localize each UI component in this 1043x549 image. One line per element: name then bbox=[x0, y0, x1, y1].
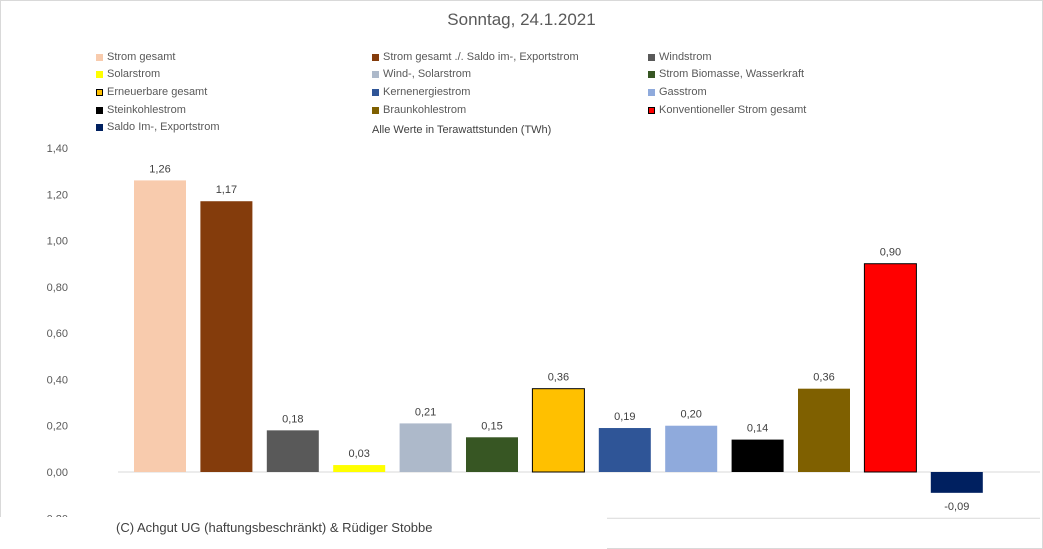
legend-label: Saldo Im-, Exportstrom bbox=[107, 121, 220, 133]
data-label: 0,21 bbox=[415, 406, 436, 418]
legend-label: Braunkohlestrom bbox=[383, 104, 467, 116]
legend-swatch bbox=[648, 106, 655, 114]
bar bbox=[266, 430, 319, 472]
chart-title: Sonntag, 24.1.2021 bbox=[447, 10, 596, 29]
data-label: 0,18 bbox=[282, 413, 303, 425]
data-label: 0,19 bbox=[614, 411, 635, 423]
legend-label: Steinkohlestrom bbox=[107, 104, 186, 116]
data-label: 1,26 bbox=[149, 163, 170, 175]
y-tick-label: 0,20 bbox=[47, 421, 68, 433]
legend-swatch bbox=[372, 106, 379, 114]
legend-swatch bbox=[96, 70, 103, 78]
legend-label: Strom gesamt ./. Saldo im-, Exportstrom bbox=[383, 51, 579, 63]
data-label: 1,17 bbox=[216, 184, 237, 196]
data-label: 0,14 bbox=[747, 423, 768, 435]
y-tick-label: 1,00 bbox=[47, 236, 68, 248]
legend-swatch bbox=[96, 88, 103, 96]
legend-item: Strom Biomasse, Wasserkraft bbox=[648, 68, 804, 80]
legend-label: Strom Biomasse, Wasserkraft bbox=[659, 68, 805, 80]
legend-swatch bbox=[372, 70, 379, 78]
legend-item: Wind-, Solarstrom bbox=[372, 68, 471, 80]
legend-item: Windstrom bbox=[648, 51, 712, 63]
legend-item: Steinkohlestrom bbox=[96, 104, 186, 116]
legend-swatch bbox=[648, 53, 655, 61]
data-label: 0,03 bbox=[348, 448, 369, 460]
y-tick-label: 0,60 bbox=[47, 328, 68, 340]
legend-swatch bbox=[96, 106, 103, 114]
data-label: 0,20 bbox=[680, 409, 701, 421]
legend-swatch bbox=[96, 123, 103, 131]
legend-swatch bbox=[648, 88, 655, 96]
y-tick-label: 0,40 bbox=[47, 374, 68, 386]
copyright-text: (C) Achgut UG (haftungsbeschränkt) & Rüd… bbox=[116, 520, 433, 535]
legend-label: Solarstrom bbox=[107, 68, 161, 80]
legend-swatch bbox=[372, 53, 379, 61]
bar bbox=[598, 428, 651, 472]
y-tick-label: 0,00 bbox=[47, 467, 68, 479]
legend-swatch bbox=[648, 70, 655, 78]
data-label: 0,36 bbox=[548, 372, 569, 384]
bar bbox=[798, 388, 850, 472]
y-tick-label: 0,80 bbox=[47, 282, 68, 294]
bar bbox=[466, 437, 518, 472]
legend-item: Braunkohlestrom bbox=[372, 104, 466, 116]
y-tick-label: 1,40 bbox=[47, 143, 68, 155]
bar bbox=[665, 425, 718, 472]
legend-item: Gasstrom bbox=[648, 86, 707, 98]
legend-item: Solarstrom bbox=[96, 68, 160, 80]
legend-label: Windstrom bbox=[659, 51, 712, 63]
legend-swatch bbox=[372, 88, 379, 96]
legend-item: Konventioneller Strom gesamt bbox=[648, 104, 806, 116]
legend-label: Kernenergiestrom bbox=[383, 86, 471, 98]
bar bbox=[333, 465, 386, 472]
bar bbox=[134, 180, 186, 472]
bar bbox=[531, 388, 585, 473]
legend-swatch bbox=[96, 53, 103, 61]
legend-label: Wind-, Solarstrom bbox=[383, 68, 472, 80]
legend-item: Kernenergiestrom bbox=[372, 86, 470, 98]
data-label: 0,90 bbox=[880, 247, 901, 259]
legend-label: Konventioneller Strom gesamt bbox=[659, 104, 807, 116]
bar bbox=[731, 439, 784, 472]
units-note: Alle Werte in Terawattstunden (TWh) bbox=[372, 124, 552, 136]
legend-label: Gasstrom bbox=[659, 86, 707, 98]
bar bbox=[399, 423, 452, 472]
legend-label: Erneuerbare gesamt bbox=[107, 86, 208, 98]
legend-item: Strom gesamt bbox=[96, 51, 175, 63]
legend-label: Strom gesamt bbox=[107, 51, 176, 63]
copyright-box: (C) Achgut UG (haftungsbeschränkt) & Rüd… bbox=[0, 517, 607, 549]
bar bbox=[930, 472, 983, 493]
legend-item: Erneuerbare gesamt bbox=[96, 86, 207, 98]
bar bbox=[200, 201, 253, 472]
data-label: 0,36 bbox=[813, 372, 834, 384]
y-tick-label: 1,20 bbox=[47, 189, 68, 201]
legend-item: Saldo Im-, Exportstrom bbox=[96, 121, 219, 133]
legend-item: Strom gesamt ./. Saldo im-, Exportstrom bbox=[372, 51, 579, 63]
bar bbox=[863, 263, 917, 473]
data-label: 0,15 bbox=[481, 420, 502, 432]
data-label: -0,09 bbox=[944, 501, 969, 513]
